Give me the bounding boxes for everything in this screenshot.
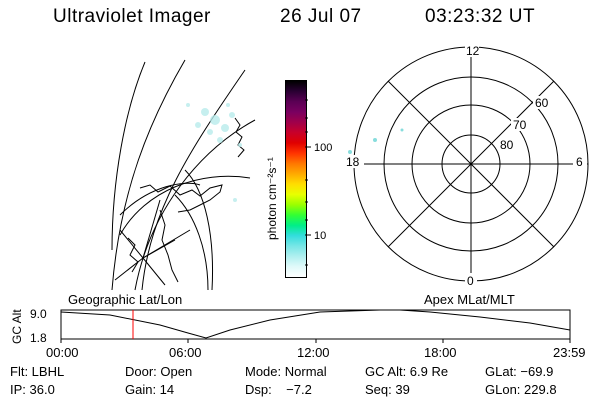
colorbar [285,80,307,278]
status-ip: IP: 36.0 [10,382,55,397]
altitude-curve [60,309,571,339]
status-door: Door: Open [125,364,193,379]
timeline-right-label: Apex MLat/MLT [424,292,515,307]
timeline-left-label: Geographic Lat/Lon [68,292,182,307]
status-seq: Seq: 39 [365,382,410,397]
header-time: 03:23:32 UT [425,6,536,27]
app-title: Ultraviolet Imager [53,6,211,27]
status-gc-alt: GC Alt: 6.9 Re [365,364,449,379]
colorbar-ticks: 100 10 [305,99,332,266]
timeline-y-tick-9: 9.0 [30,307,47,321]
timeline-x-tick-0000: 00:00 [46,345,79,360]
status-dsp: Dsp: −7.2 [245,382,312,397]
timeline-frame [60,309,571,340]
timeline-y-title: GC Alt [10,309,24,344]
colorbar-tick-10: 10 [314,230,326,242]
status-glat: GLat: −69.9 [485,364,554,379]
timeline-x-tick-1800: 18:00 [424,345,457,360]
timeline-x-tick-1200: 12:00 [297,345,330,360]
timeline-x-tick-2359: 23:59 [553,345,586,360]
timeline-y-tick-1.8: 1.8 [30,331,47,345]
status-gain: Gain: 14 [125,382,175,397]
colorbar-unit: photon cm⁻²s⁻¹ [265,157,279,240]
colorbar-tick-100: 100 [314,142,332,154]
status-glon: GLon: 229.8 [485,382,557,397]
status-filter: Flt: LBHL [10,364,65,379]
timeline-x-tick-0600: 06:00 [169,345,202,360]
status-mode: Mode: Normal [245,364,327,379]
header-date: 26 Jul 07 [280,6,362,27]
colorbar-unit-label: photon cm⁻²s⁻¹ [265,157,279,240]
